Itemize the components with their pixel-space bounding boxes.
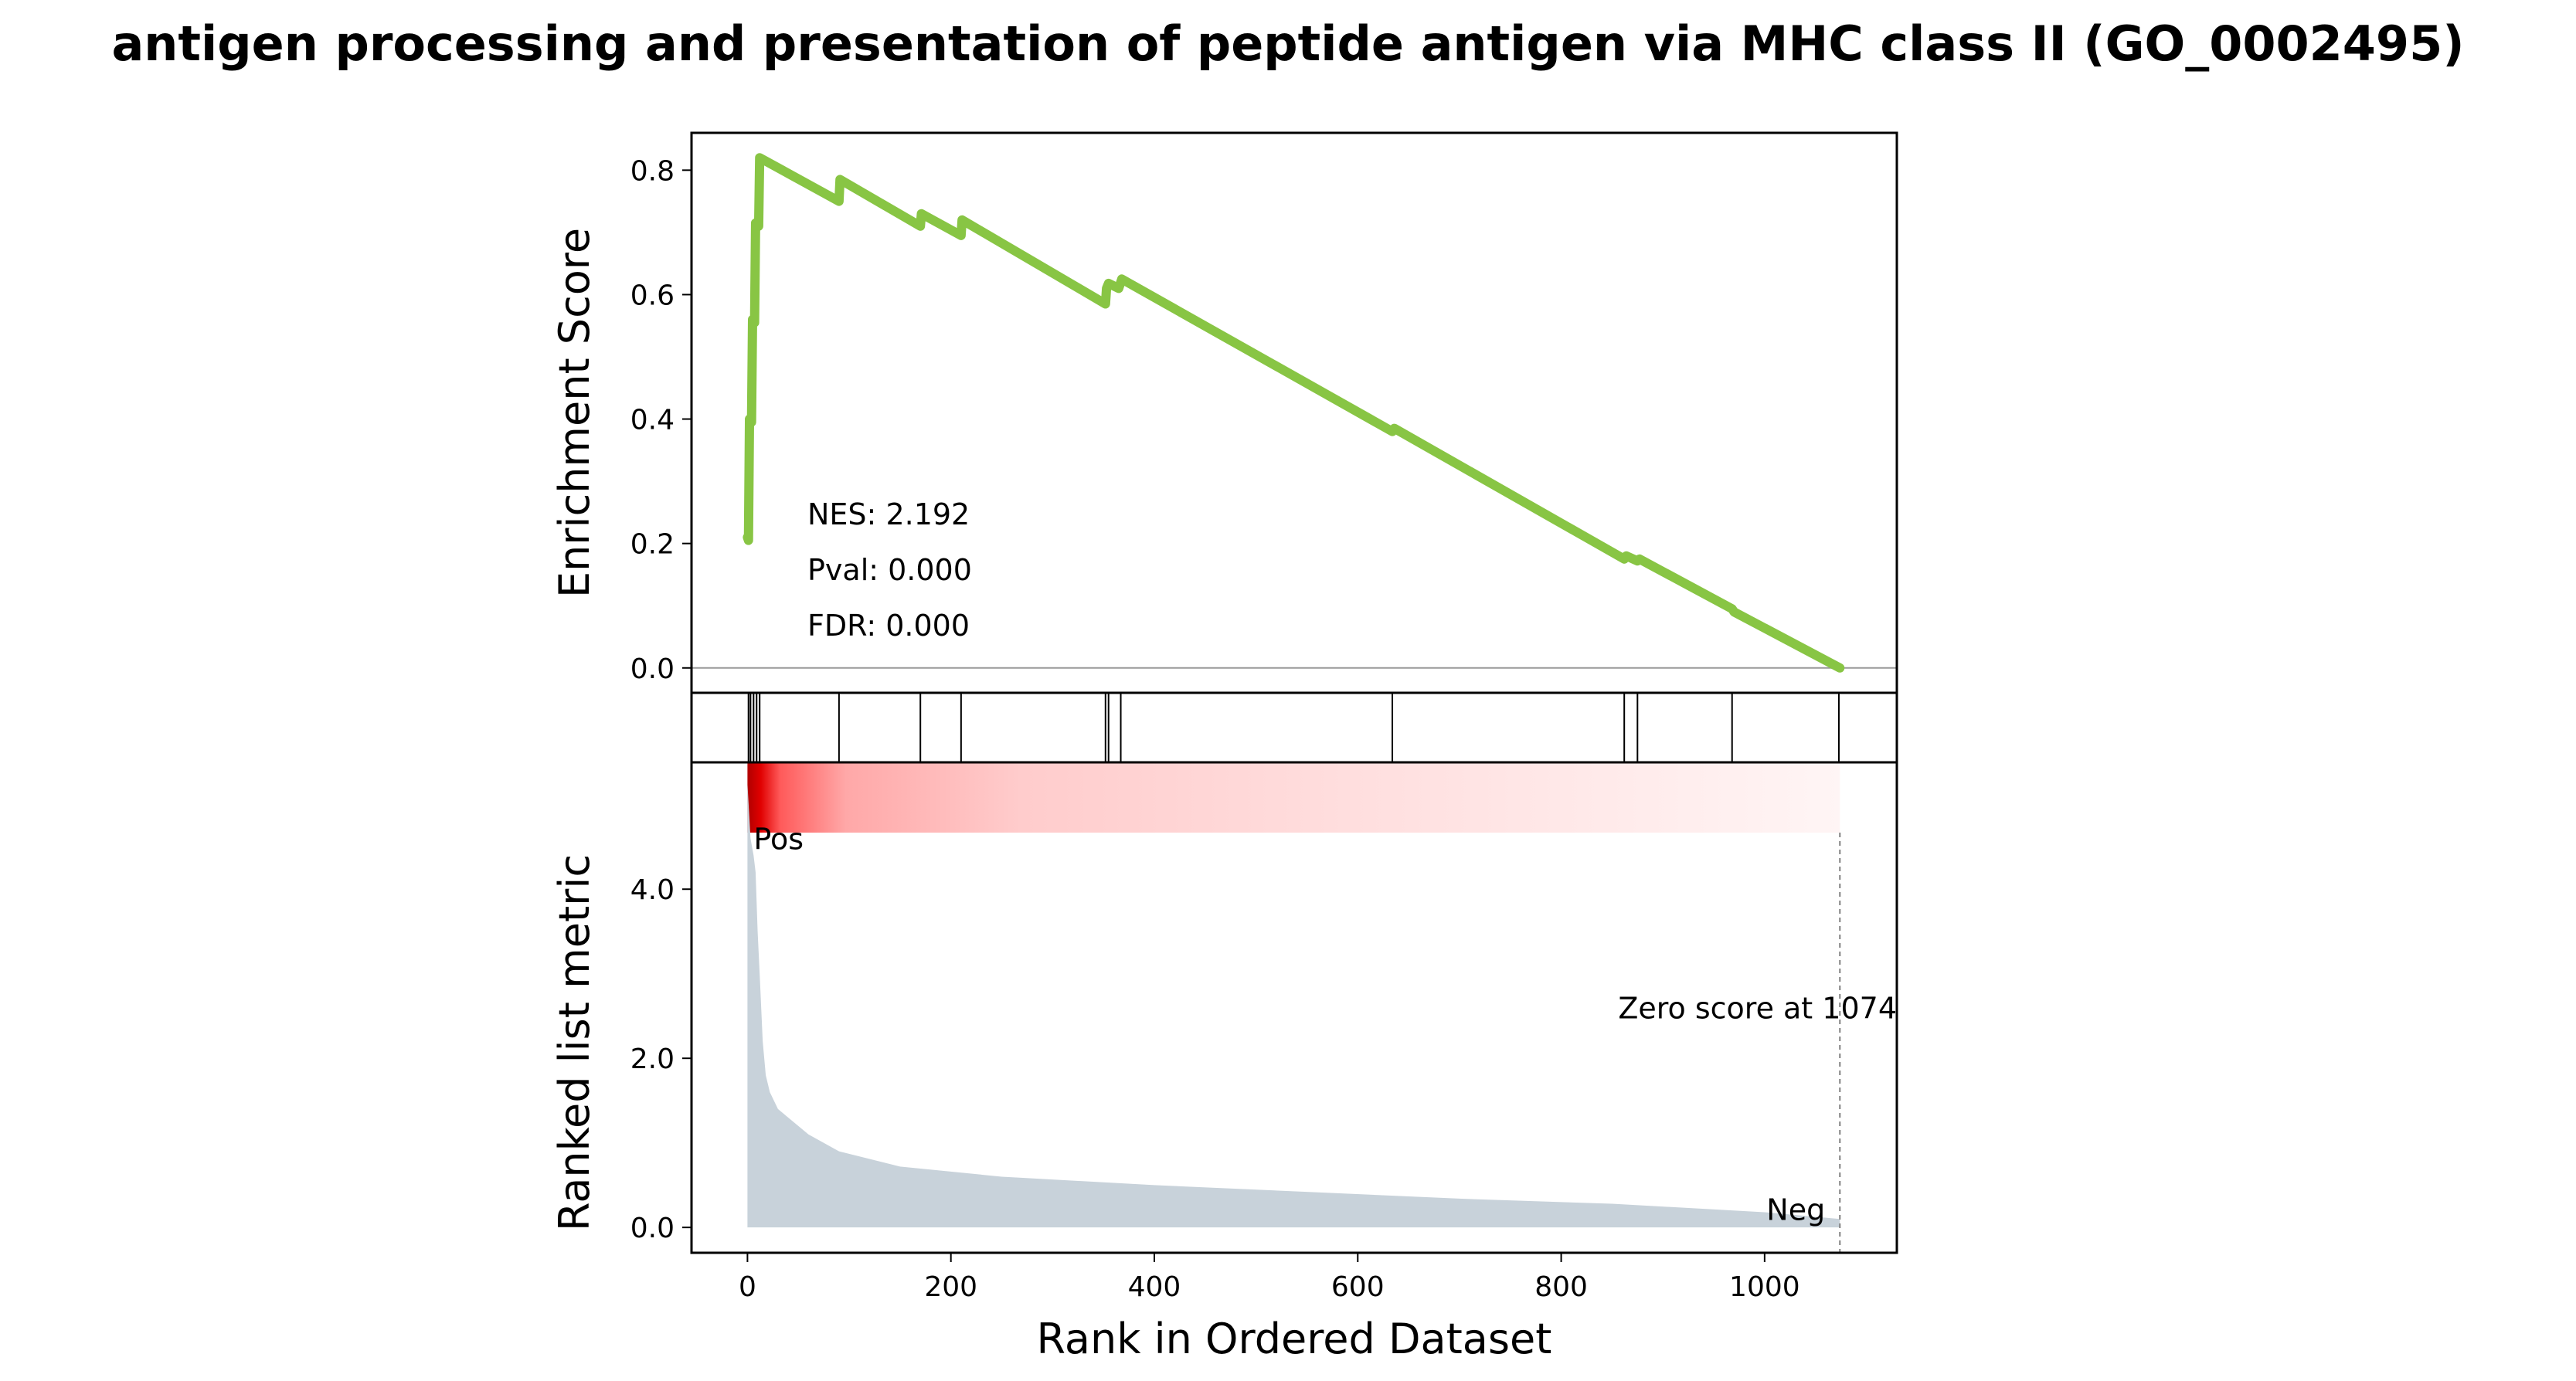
x-tick-label: 200: [924, 1271, 977, 1303]
fdr-label: FDR: 0.000: [807, 609, 970, 643]
ranked-metric-panel: Pos Neg Zero score at 1074 0.0 2.0 4.0 Ran…: [550, 761, 1898, 1303]
x-tick-label: 0: [739, 1271, 756, 1303]
es-y-axis-label: Enrichment Score: [550, 228, 599, 598]
es-series-line: [743, 153, 1845, 673]
es-y-tick-label: 0.2: [630, 529, 675, 561]
enrichment-score-panel: 0.0 0.2 0.4 0.6 0.8 NES: 2.192 Pval: 0.000 F…: [550, 131, 1898, 694]
x-tick-label: 1000: [1729, 1271, 1800, 1303]
x-tick-label: 600: [1331, 1271, 1385, 1303]
es-y-tick-label: 0.0: [630, 653, 675, 685]
nes-label: NES: 2.192: [807, 497, 970, 531]
hit-lines: [747, 693, 1840, 762]
x-axis-ticks: 0 200 400 600 800 1000: [739, 1253, 1800, 1303]
hits-panel-frame: [690, 691, 1898, 764]
x-axis-label: Rank in Ordered Dataset: [1037, 1315, 1552, 1363]
metric-y-tick-label: 4.0: [630, 874, 675, 906]
metric-panel-frame: [690, 761, 1898, 1254]
metric-y-tick-label: 2.0: [630, 1043, 675, 1075]
x-tick-label: 800: [1534, 1271, 1588, 1303]
neg-label: Neg: [1766, 1193, 1825, 1227]
metric-y-tick-label: 0.0: [630, 1213, 675, 1244]
es-y-tick-label: 0.8: [630, 155, 675, 187]
x-tick-label: 400: [1128, 1271, 1181, 1303]
pval-label: Pval: 0.000: [807, 553, 972, 587]
ranked-metric-area: [747, 783, 1840, 1228]
gene-hits-panel: [690, 691, 1898, 764]
zero-score-label: Zero score at 1074: [1618, 992, 1897, 1026]
chart-title: antigen processing and presentation of p…: [111, 15, 2464, 72]
es-y-tick-label: 0.6: [630, 280, 675, 311]
metric-y-ticks: 0.0 2.0 4.0: [630, 874, 692, 1244]
rank-heatmap-bar: [747, 763, 1840, 833]
es-y-tick-label: 0.4: [630, 405, 675, 436]
pos-label: Pos: [753, 823, 804, 857]
es-y-ticks: 0.0 0.2 0.4 0.6 0.8: [630, 155, 692, 685]
metric-y-axis-label: Ranked list metric: [550, 854, 599, 1231]
